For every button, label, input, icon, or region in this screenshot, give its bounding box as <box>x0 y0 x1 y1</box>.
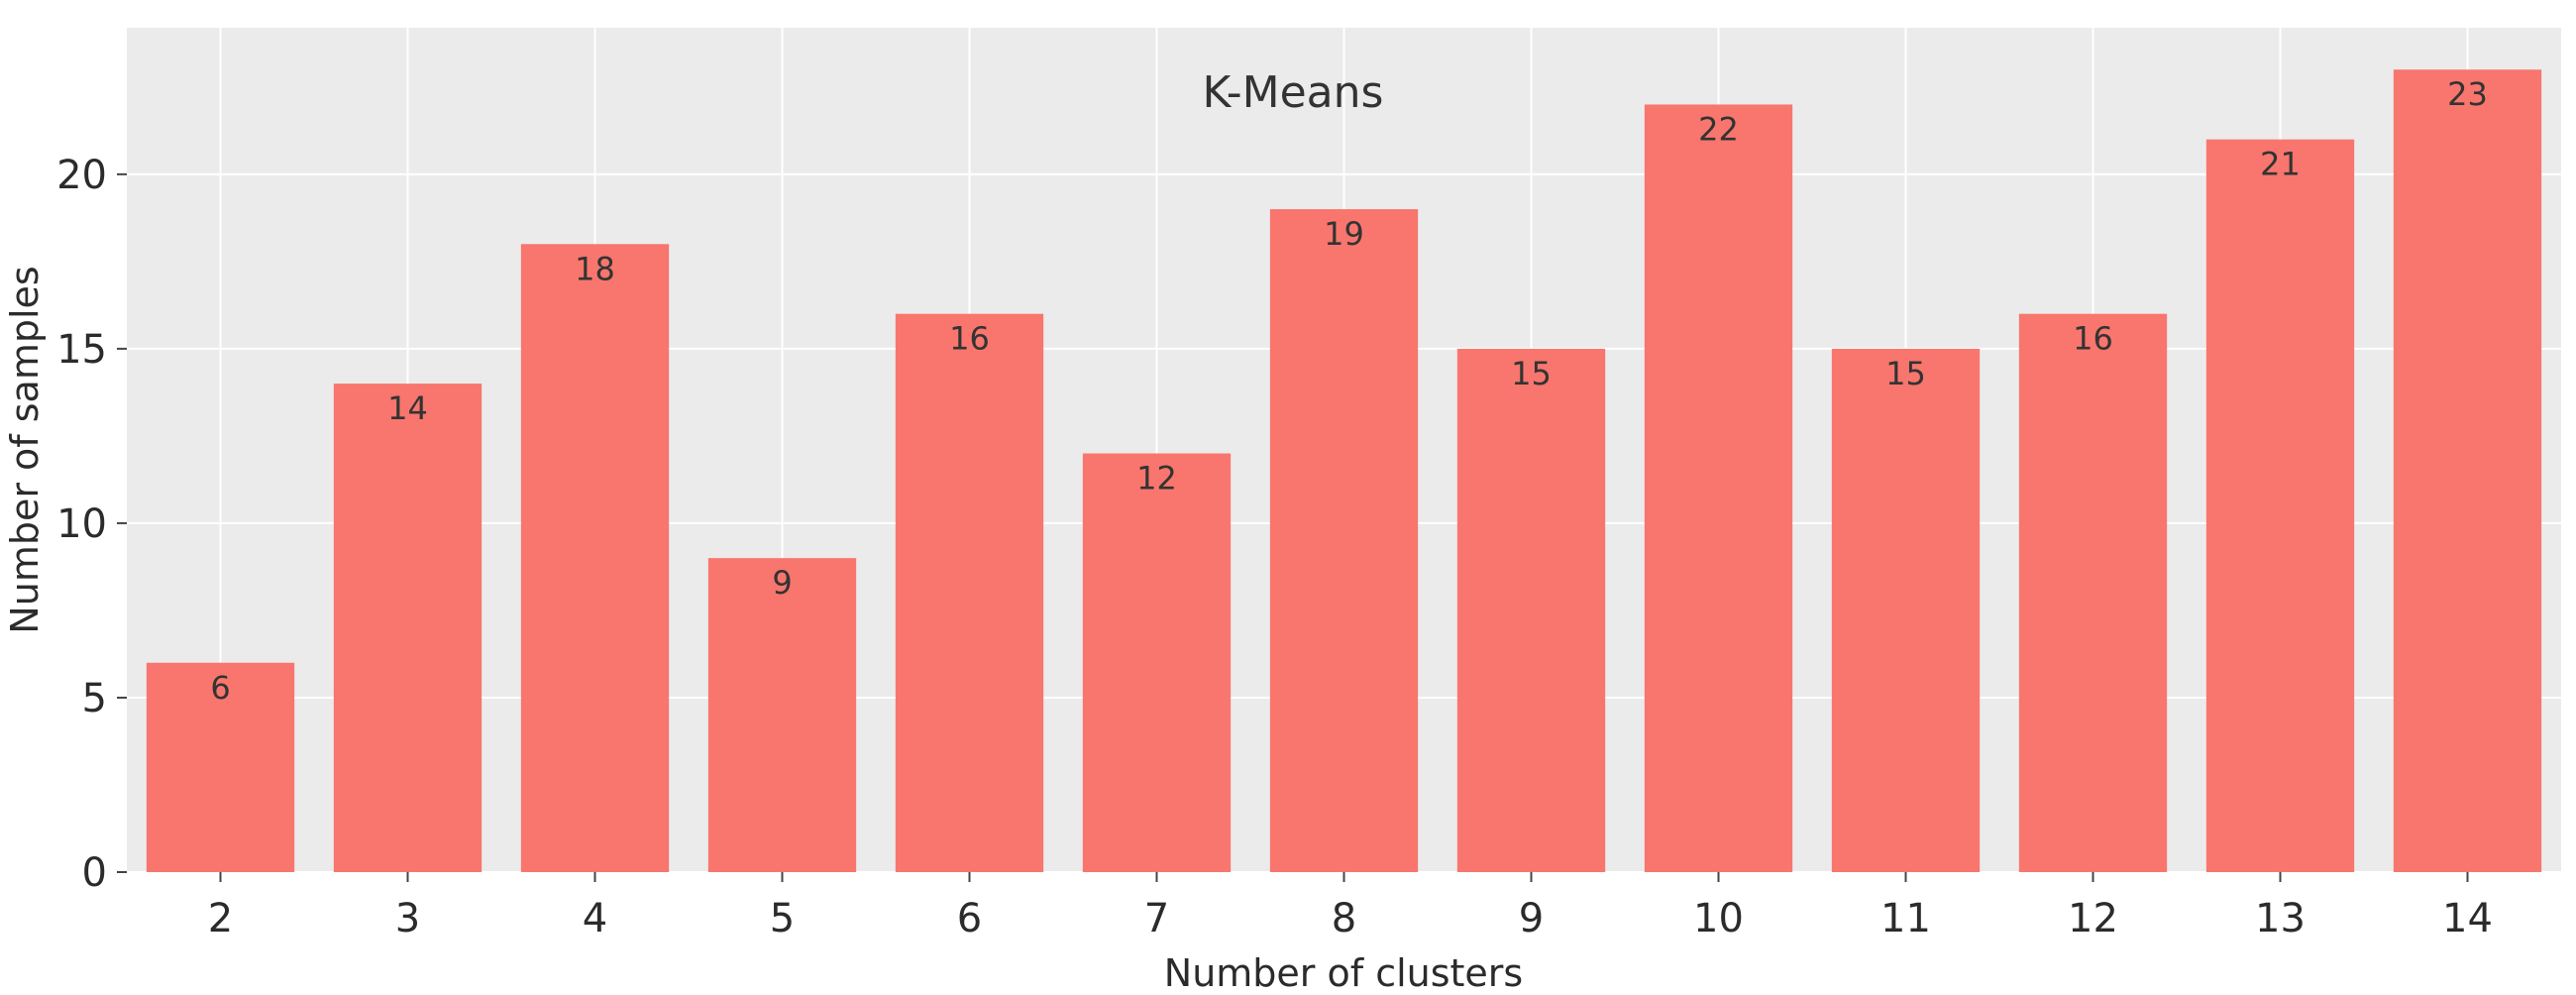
data-label: 19 <box>1324 215 1364 253</box>
data-label: 22 <box>1698 110 1739 148</box>
y-tick-label: 20 <box>56 153 107 198</box>
y-tick-label: 15 <box>56 327 107 373</box>
x-tick-label: 6 <box>957 896 982 941</box>
bar <box>1456 348 1606 872</box>
x-tick-label: 8 <box>1332 896 1356 941</box>
x-tick-label: 12 <box>2068 896 2118 941</box>
bar <box>1082 453 1232 872</box>
data-label: 18 <box>575 250 615 287</box>
data-label: 14 <box>387 389 428 427</box>
data-label: 21 <box>2260 146 2301 183</box>
data-label: 6 <box>210 669 230 707</box>
y-axis-title: Number of samples <box>3 266 47 633</box>
data-label: 12 <box>1136 460 1177 498</box>
bar <box>2018 313 2168 872</box>
bar <box>146 662 295 872</box>
bar <box>707 558 857 872</box>
bar <box>333 384 483 872</box>
x-tick-label: 9 <box>1519 896 1544 941</box>
bar <box>895 313 1044 872</box>
x-tick-label: 11 <box>1880 896 1931 941</box>
y-tick-label: 5 <box>82 676 107 721</box>
data-label: 15 <box>1511 355 1552 392</box>
x-tick-label: 7 <box>1144 896 1169 941</box>
x-tick-label: 3 <box>395 896 420 941</box>
x-tick-label: 14 <box>2442 896 2493 941</box>
x-tick-label: 5 <box>770 896 795 941</box>
data-labels: 6 14 18 9 16 12 19 15 22 15 16 21 23 <box>210 75 2488 707</box>
bars <box>146 69 2542 873</box>
data-label: 9 <box>772 564 792 602</box>
bar <box>2393 69 2542 873</box>
chart-title: K-Means <box>1203 67 1384 118</box>
x-axis: 2 3 4 5 6 7 8 9 10 11 12 13 14 <box>208 872 2493 941</box>
bar <box>1269 209 1419 872</box>
y-tick-label: 0 <box>82 850 107 896</box>
data-label: 15 <box>1885 355 1926 392</box>
y-tick-label: 10 <box>56 501 107 547</box>
bar <box>1831 348 1981 872</box>
bar <box>1644 104 1793 873</box>
bar <box>520 244 670 872</box>
x-tick-label: 2 <box>208 896 233 941</box>
x-tick-label: 10 <box>1693 896 1744 941</box>
data-label: 16 <box>949 320 990 358</box>
bar <box>2205 139 2355 873</box>
data-label: 23 <box>2447 75 2488 113</box>
x-tick-label: 4 <box>583 896 607 941</box>
y-axis: 0 5 10 15 20 <box>56 153 127 896</box>
x-axis-title: Number of clusters <box>1164 951 1523 991</box>
x-tick-label: 13 <box>2255 896 2306 941</box>
data-label: 16 <box>2073 320 2113 358</box>
